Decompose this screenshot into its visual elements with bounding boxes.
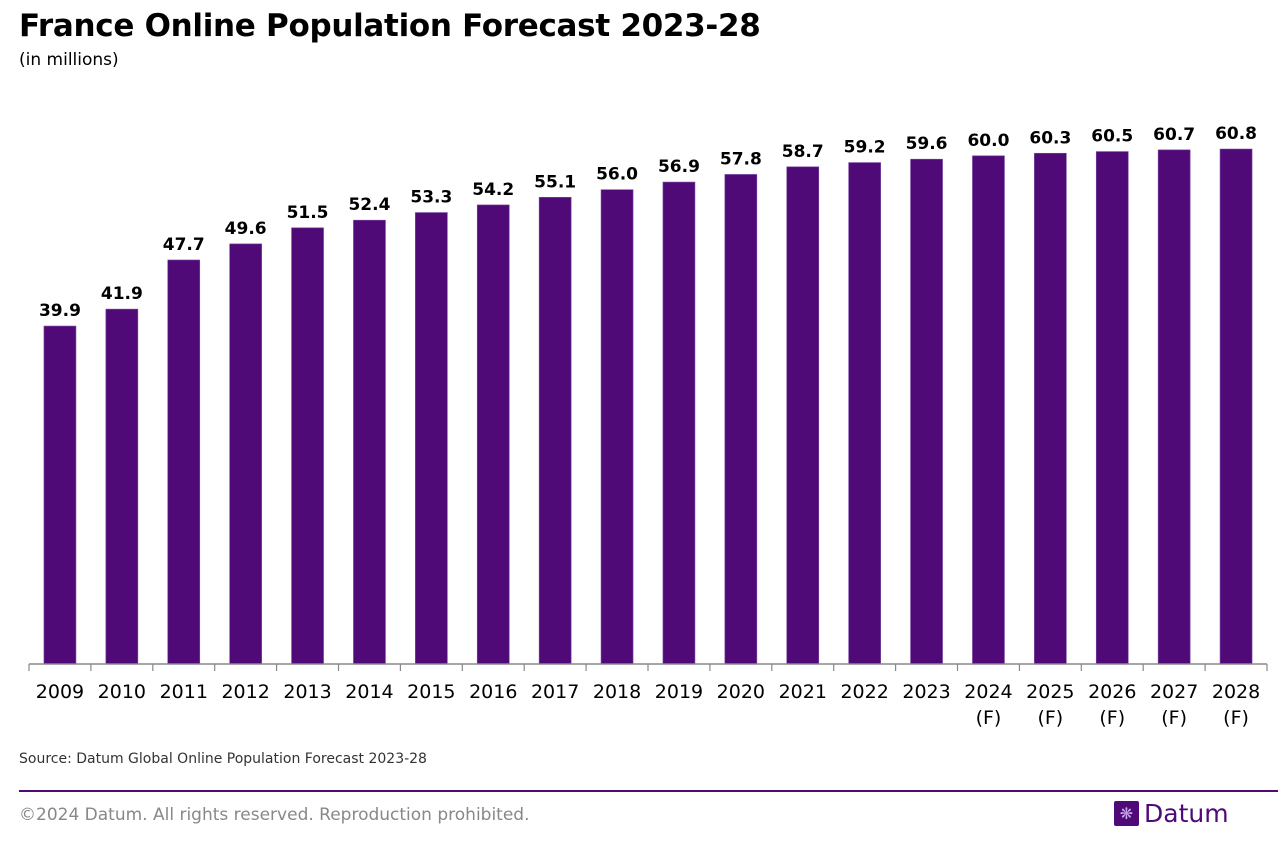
data-label: 60.0 [967, 131, 1009, 151]
bar [724, 174, 758, 665]
x-tick-label: 2024 [964, 681, 1012, 703]
x-tick-label: 2016 [469, 681, 517, 703]
x-tick-label: 2025 [1026, 681, 1074, 703]
x-tick-label: (F) [976, 707, 1002, 729]
footer-divider [19, 790, 1278, 792]
x-tick-label: 2026 [1088, 681, 1136, 703]
bar [353, 219, 386, 665]
bar [848, 162, 881, 665]
x-tick-label: 2020 [717, 681, 765, 703]
data-label: 39.9 [39, 301, 81, 321]
x-tick-label: (F) [1099, 707, 1125, 729]
bar [972, 155, 1005, 665]
bar [415, 212, 448, 665]
bar [786, 166, 820, 665]
data-label: 60.8 [1215, 124, 1257, 144]
x-tick-label: 2010 [98, 681, 146, 703]
data-label: 49.6 [225, 219, 267, 239]
data-label: 59.6 [906, 134, 948, 154]
data-label: 53.3 [410, 188, 452, 208]
data-label: 59.2 [844, 138, 886, 158]
bar [167, 259, 201, 665]
bar [229, 243, 262, 665]
data-label: 58.7 [782, 142, 824, 162]
data-label: 47.7 [163, 235, 205, 255]
x-tick-label: 2014 [345, 681, 393, 703]
bar [1219, 148, 1253, 665]
data-label: 60.7 [1153, 125, 1195, 145]
x-tick-label: 2013 [283, 681, 331, 703]
data-label: 51.5 [287, 203, 329, 223]
bar [476, 204, 510, 665]
x-tick-label: 2028 [1212, 681, 1260, 703]
x-tick-label: 2009 [36, 681, 84, 703]
datum-logo: ❋ Datum [1114, 799, 1229, 828]
bar [43, 325, 77, 665]
bar [538, 197, 572, 665]
chart-subtitle: (in millions) [19, 50, 119, 70]
data-label: 41.9 [101, 284, 143, 304]
x-tick-label: (F) [1223, 707, 1249, 729]
data-label: 56.0 [596, 165, 638, 185]
chart-title: France Online Population Forecast 2023-2… [19, 8, 761, 44]
x-tick-label: (F) [1037, 707, 1063, 729]
x-tick-label: 2018 [593, 681, 641, 703]
bar-chart: 39.9 2009 41.9 2010 47.7 2011 49.6 2012 51.5 2013… [28, 124, 1268, 729]
data-label: 52.4 [348, 195, 390, 215]
data-label: 57.8 [720, 149, 762, 169]
data-label: 56.9 [658, 157, 700, 177]
x-tick-label: 2019 [655, 681, 703, 703]
data-label: 60.5 [1091, 127, 1133, 147]
x-tick-label: 2015 [407, 681, 455, 703]
x-tick-label: (F) [1161, 707, 1187, 729]
bar [662, 181, 696, 665]
bar [600, 189, 634, 665]
x-tick-label: 2027 [1150, 681, 1198, 703]
bar [1157, 149, 1191, 665]
bar [910, 158, 943, 665]
x-tick-label: 2022 [840, 681, 888, 703]
copyright-text: ©2024 Datum. All rights reserved. Reprod… [19, 805, 530, 825]
bar [1095, 151, 1129, 665]
x-tick-label: 2012 [221, 681, 269, 703]
data-label: 55.1 [534, 172, 576, 192]
bar [105, 308, 139, 665]
logo-icon: ❋ [1114, 801, 1139, 826]
x-tick-label: 2017 [531, 681, 579, 703]
bar [291, 227, 324, 665]
x-tick-label: 2011 [160, 681, 208, 703]
bar [1034, 152, 1067, 665]
data-label: 54.2 [472, 180, 514, 200]
data-label: 60.3 [1029, 128, 1071, 148]
x-tick-label: 2023 [902, 681, 950, 703]
logo-text: Datum [1144, 799, 1229, 828]
x-tick-label: 2021 [779, 681, 827, 703]
source-note: Source: Datum Global Online Population F… [19, 751, 427, 767]
